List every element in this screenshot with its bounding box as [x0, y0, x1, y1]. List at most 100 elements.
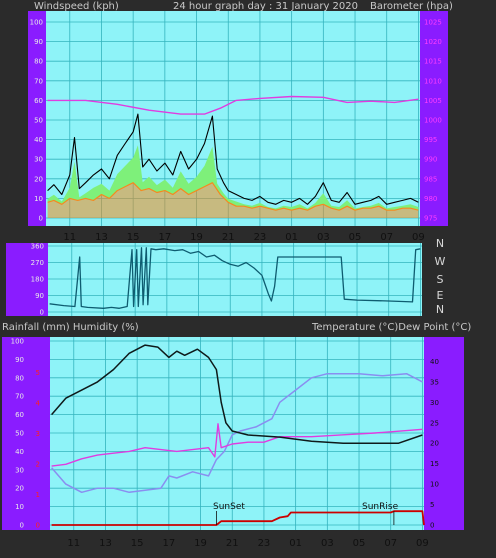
dir-y-tick-270: 270	[31, 259, 44, 267]
wind-gust-line	[47, 113, 419, 205]
humidity-y-tick-0: 0	[20, 522, 24, 530]
temp-right-axis-bg	[424, 337, 464, 530]
dir-y-tick-360: 360	[31, 243, 44, 251]
temp-y-tick-35: 35	[430, 378, 439, 386]
x-tick-label-15: 15	[127, 232, 140, 243]
pressure-y-tick-1000: 1000	[424, 117, 442, 125]
dir-y-tick-180: 180	[31, 276, 44, 284]
wind-left-axis-bg	[28, 11, 46, 226]
humidity-y-tick-50: 50	[15, 430, 24, 438]
sunrise-label: SunRise	[362, 502, 399, 512]
header-title: 24 hour graph day : 31 January 2020	[173, 1, 358, 12]
temp-y-tick-20: 20	[430, 440, 439, 448]
x-tick-label-03: 03	[317, 232, 330, 243]
temp-y-tick-0: 0	[430, 522, 434, 530]
x-tick-label-01: 01	[289, 538, 302, 549]
temp-x-axis: 11 13 15 17 19 21 23 01 03 05 07 09	[67, 538, 428, 549]
x-tick-label-23: 23	[258, 538, 271, 549]
pressure-y-tick-1005: 1005	[424, 97, 442, 105]
humidity-y-tick-10: 10	[15, 503, 24, 511]
x-tick-label-11: 11	[67, 538, 80, 549]
wind-axis-ticks: 0102030405060708090100975980985990995100…	[30, 19, 442, 223]
wind-y-tick-70: 70	[34, 77, 43, 85]
wind-right-axis-bg	[420, 11, 448, 226]
x-tick-label-19: 19	[190, 232, 203, 243]
humidity-y-tick-100: 100	[11, 338, 24, 346]
x-tick-label-21: 21	[222, 232, 235, 243]
temp-left-axis-bg	[2, 337, 50, 530]
compass-label-0: N	[436, 237, 444, 250]
wind-y-tick-30: 30	[34, 156, 43, 164]
x-tick-label-17: 17	[162, 538, 175, 549]
x-tick-label-13: 13	[95, 232, 108, 243]
pressure-line	[47, 95, 419, 115]
temp-axis-ticks: 0102030405060708090100012345051015202530…	[11, 338, 439, 530]
header-rain-humidity-label: Rainfall (mm) Humidity (%)	[2, 322, 139, 333]
direction-grid	[48, 243, 422, 316]
temp-y-tick-5: 5	[430, 501, 434, 509]
wind-x-axis: 11 13 15 17 19 21 23 01 03 05 07 09	[63, 232, 424, 243]
wind-y-tick-20: 20	[34, 175, 43, 183]
dir-plot-area	[48, 243, 422, 316]
temp-y-tick-25: 25	[430, 419, 439, 427]
wind-y-tick-100: 100	[30, 19, 43, 27]
humidity-y-tick-80: 80	[15, 374, 24, 382]
humidity-y-tick-30: 30	[15, 466, 24, 474]
header-windspeed-label: Windspeed (kph)	[34, 1, 119, 12]
compass-label-3: E	[437, 289, 444, 302]
wind-y-tick-10: 10	[34, 195, 43, 203]
pressure-y-tick-990: 990	[424, 156, 437, 164]
x-tick-label-23: 23	[254, 232, 267, 243]
rain-y-tick-2: 2	[36, 461, 40, 469]
x-tick-label-05: 05	[349, 232, 362, 243]
temp-series	[51, 344, 425, 526]
pressure-y-tick-975: 975	[424, 215, 437, 223]
rain-y-tick-0: 0	[36, 522, 40, 530]
wind-average-fill	[47, 182, 419, 218]
x-tick-label-13: 13	[99, 538, 112, 549]
dewpoint-line	[51, 372, 423, 494]
x-tick-label-17: 17	[158, 232, 171, 243]
pressure-y-tick-1025: 1025	[424, 19, 442, 27]
wind-y-tick-60: 60	[34, 97, 43, 105]
humidity-y-tick-70: 70	[15, 393, 24, 401]
x-tick-label-01: 01	[285, 232, 298, 243]
temp-grid	[50, 337, 424, 530]
wind-y-tick-50: 50	[34, 117, 43, 125]
x-tick-label-03: 03	[321, 538, 334, 549]
humidity-y-tick-40: 40	[15, 448, 24, 456]
temp-y-tick-40: 40	[430, 358, 439, 366]
temperature-line	[51, 344, 423, 444]
wind-average-line	[47, 182, 419, 211]
header-barometer-label: Barometer (hpa)	[370, 1, 453, 12]
dir-y-tick-0: 0	[40, 309, 44, 317]
pressure-y-tick-995: 995	[424, 136, 437, 144]
rainfall-line	[51, 510, 425, 526]
pressure-y-tick-1010: 1010	[424, 77, 442, 85]
rain-y-tick-1: 1	[36, 491, 40, 499]
x-tick-label-07: 07	[384, 538, 397, 549]
x-tick-label-05: 05	[353, 538, 366, 549]
temp-y-tick-10: 10	[430, 481, 439, 489]
wind-y-tick-80: 80	[34, 58, 43, 66]
humidity-line	[51, 423, 423, 467]
temp-y-tick-15: 15	[430, 460, 439, 468]
wind-y-tick-40: 40	[34, 136, 43, 144]
wind-gust-fill	[47, 145, 419, 211]
pressure-y-tick-980: 980	[424, 195, 437, 203]
rain-y-tick-5: 5	[36, 369, 40, 377]
compass-label-2: S	[437, 273, 444, 286]
x-tick-label-19: 19	[194, 538, 207, 549]
x-tick-label-15: 15	[131, 538, 144, 549]
rain-y-tick-4: 4	[36, 400, 41, 408]
dir-y-tick-90: 90	[35, 292, 44, 300]
compass-label-4: N	[436, 303, 444, 316]
x-tick-label-09: 09	[412, 232, 425, 243]
pressure-y-tick-1015: 1015	[424, 58, 442, 66]
humidity-y-tick-90: 90	[15, 356, 24, 364]
dir-left-axis-bg	[6, 243, 48, 316]
wind-direction-line	[49, 247, 421, 309]
